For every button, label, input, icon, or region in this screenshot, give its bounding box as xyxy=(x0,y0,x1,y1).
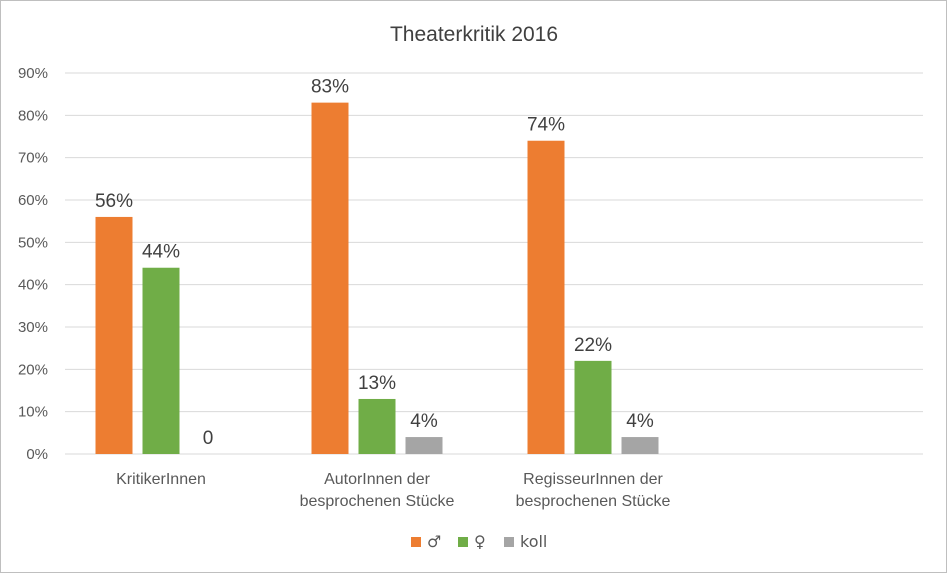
data-label: 83% xyxy=(311,77,349,98)
data-label: 13% xyxy=(358,373,396,394)
data-label: 22% xyxy=(574,335,612,356)
legend-label: ♀ xyxy=(474,532,486,551)
y-axis-ticks: 0% 10% 20% 30% 40% 50% 60% 70% 80% 90% xyxy=(18,65,48,463)
legend-swatch xyxy=(458,537,468,547)
data-label: 0 xyxy=(203,428,214,449)
x-category-label: KritikerInnen xyxy=(116,471,206,488)
data-labels: 56% 44% 0 83% 13% 4% 74% 22% 4% xyxy=(95,77,654,449)
x-category-label: AutorInnen der besprochenen Stücke xyxy=(300,471,455,510)
bar xyxy=(95,216,133,454)
bar xyxy=(574,360,612,454)
data-label: 4% xyxy=(410,411,438,432)
data-label: 4% xyxy=(626,411,654,432)
bar xyxy=(358,398,396,454)
y-tick-label: 30% xyxy=(18,319,48,336)
legend: ♂ ♀ koll xyxy=(411,532,547,551)
data-label: 56% xyxy=(95,191,133,212)
x-category-label: RegisseurInnen der besprochenen Stücke xyxy=(516,471,671,510)
y-tick-label: 20% xyxy=(18,361,48,378)
bars xyxy=(95,102,659,454)
bar xyxy=(311,102,349,454)
data-label: 74% xyxy=(527,115,565,136)
data-label: 44% xyxy=(142,242,180,263)
gridlines xyxy=(65,72,923,455)
bar xyxy=(142,267,180,454)
y-tick-label: 0% xyxy=(26,446,48,463)
bar xyxy=(405,437,443,454)
legend-swatch xyxy=(504,537,514,547)
y-tick-label: 10% xyxy=(18,404,48,421)
y-tick-label: 60% xyxy=(18,192,48,209)
x-axis-categories: KritikerInnen AutorInnen der besprochenen … xyxy=(116,471,670,510)
y-tick-label: 80% xyxy=(18,107,48,124)
chart-title: Theaterkritik 2016 xyxy=(390,23,558,46)
y-tick-label: 90% xyxy=(18,65,48,82)
legend-label: koll xyxy=(520,532,547,551)
y-tick-label: 50% xyxy=(18,234,48,251)
legend-swatch xyxy=(411,537,421,547)
bar xyxy=(621,437,659,454)
y-tick-label: 40% xyxy=(18,277,48,294)
bar xyxy=(527,140,565,454)
legend-label: ♂ xyxy=(427,532,441,551)
y-tick-label: 70% xyxy=(18,150,48,167)
